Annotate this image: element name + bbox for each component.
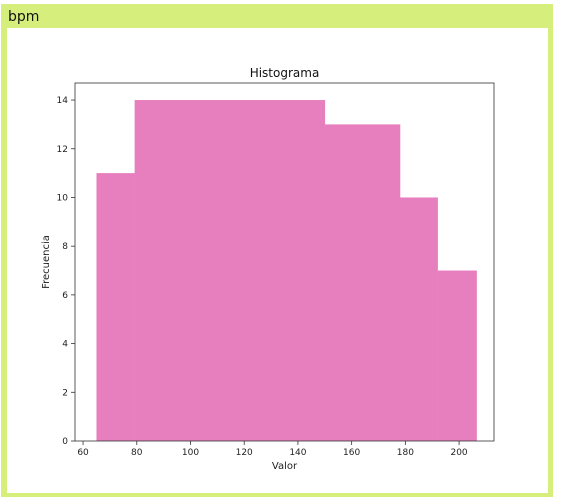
y-tick-label: 6 [62,291,68,301]
histogram-bar-5 [249,100,288,442]
y-axis-label: Frecuencia [41,235,52,289]
chart-title: Histograma [250,66,320,80]
y-tick-label: 4 [62,340,68,350]
y-ticks: 0 2 4 6 8 10 12 14 [57,96,75,447]
bars-group [96,100,477,442]
x-tick-label: 160 [343,448,360,458]
panel-title: bpm [8,9,40,25]
y-tick-label: 2 [62,388,68,398]
x-tick-label: 140 [289,448,306,458]
x-tick-label: 60 [77,448,89,458]
y-tick-label: 0 [62,437,68,447]
histogram-bar-7 [324,124,363,441]
y-tick-label: 8 [62,242,68,252]
histogram-bar-1 [96,173,135,442]
x-tick-label: 100 [182,448,199,458]
x-ticks: 60 80 100 120 140 160 180 200 [77,441,468,458]
x-tick-label: 80 [131,448,143,458]
y-tick-label: 10 [57,193,69,203]
histogram-bar-9 [399,197,438,441]
plot-frame [74,82,495,442]
x-tick-label: 120 [236,448,253,458]
y-tick-label: 14 [57,96,69,106]
x-tick-label: 200 [450,448,467,458]
x-axis-label: Valor [272,461,298,472]
x-tick-label: 180 [397,448,414,458]
histogram-bar-8 [362,124,401,441]
histogram-bar-10 [437,270,477,441]
y-tick-label: 12 [57,145,68,155]
histogram-bar-3 [172,100,212,442]
histogram-bar-2 [134,100,174,442]
histogram-bar-6 [287,100,326,442]
histogram-bar-4 [210,100,250,442]
